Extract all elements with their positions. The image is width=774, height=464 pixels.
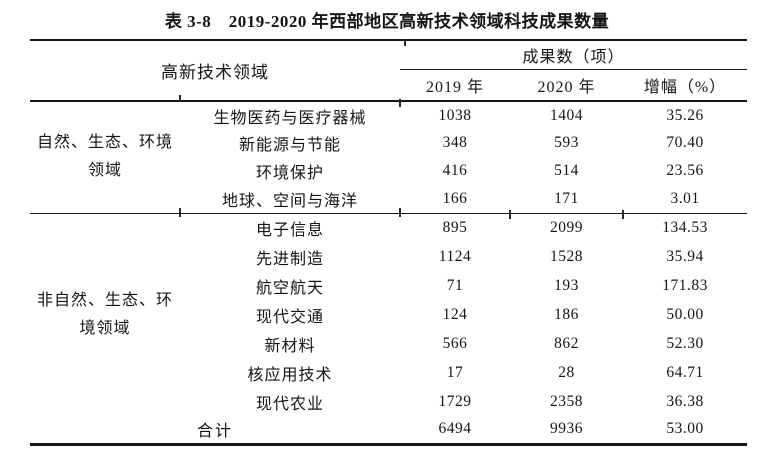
value-2019: 895 bbox=[400, 212, 510, 242]
value-growth: 171.83 bbox=[662, 276, 708, 294]
value-2019: 416 bbox=[442, 162, 468, 179]
value-2020: 186 bbox=[554, 305, 579, 323]
field-name: 航空航天 bbox=[255, 279, 324, 297]
rule-junction-tick bbox=[509, 210, 511, 219]
value-growth: 23.56 bbox=[666, 162, 704, 179]
table-caption: 表 3-8 2019-2020 年西部地区高新技术领域科技成果数量 bbox=[164, 12, 610, 31]
value-growth: 36.38 bbox=[666, 392, 704, 410]
rule-junction-tick bbox=[622, 210, 624, 219]
column-header-2020: 2020 年 bbox=[510, 69, 623, 102]
field-name: 先进制造 bbox=[255, 250, 324, 268]
value-2020: 171 bbox=[554, 189, 579, 207]
column-header-field: 高新技术领域 bbox=[30, 40, 400, 102]
header-row-2: 2019 年 2020 年 增幅（%） bbox=[30, 69, 748, 102]
table-row: 现代农业 1729 2358 36.38 bbox=[30, 387, 747, 416]
table-row: 航空航天 71 193 171.83 bbox=[30, 271, 747, 300]
column-header-growth: 增幅（%） bbox=[623, 69, 748, 102]
rule-junction-tick bbox=[399, 208, 401, 217]
value-growth: 70.40 bbox=[666, 134, 704, 151]
value-growth: 35.26 bbox=[666, 106, 704, 124]
value-2019: 124 bbox=[442, 305, 468, 323]
field-name: 现代交通 bbox=[255, 308, 324, 326]
value-2019: 17 bbox=[446, 363, 464, 381]
field-name: 环境保护 bbox=[255, 165, 324, 182]
table-row: 新能源与节能 348 593 70.40 bbox=[30, 129, 747, 157]
total-2019: 6494 bbox=[438, 420, 472, 438]
field-name: 新材料 bbox=[264, 337, 316, 355]
field-name: 生物医药与医疗器械 bbox=[213, 109, 367, 127]
value-2019: 1729 bbox=[438, 392, 472, 410]
value-2020: 593 bbox=[554, 134, 579, 151]
total-growth: 53.00 bbox=[666, 420, 704, 438]
field-name: 核应用技术 bbox=[247, 366, 333, 384]
value-2020: 862 bbox=[554, 334, 579, 352]
value-2019: 166 bbox=[442, 189, 468, 207]
group-label-natural: 自然、生态、环境 领域 bbox=[36, 134, 173, 180]
value-growth: 50.00 bbox=[666, 305, 704, 323]
rule-junction-tick bbox=[179, 208, 181, 217]
value-growth: 64.71 bbox=[666, 363, 704, 381]
rule-junction-tick bbox=[179, 95, 181, 102]
table-row: 核应用技术 17 28 64.71 bbox=[30, 358, 747, 387]
field-name: 新能源与节能 bbox=[238, 137, 341, 154]
table-row: 自然、生态、环境 领域 生物医药与医疗器械 1038 1404 35.26 bbox=[30, 101, 747, 180]
value-growth: 35.94 bbox=[666, 247, 704, 265]
header-row-1: 高新技术领域 成果数（项） bbox=[30, 40, 748, 102]
group-label-non-natural: 非自然、生态、环 境领域 bbox=[30, 212, 180, 416]
total-2020: 9936 bbox=[550, 420, 583, 438]
value-growth: 134.53 bbox=[623, 212, 748, 242]
table-body: 自然、生态、环境 领域 生物医药与医疗器械 1038 1404 35.26 新能… bbox=[30, 101, 748, 444]
column-header-results: 成果数（项） bbox=[400, 40, 748, 70]
table-row: 环境保护 416 514 23.56 bbox=[30, 157, 747, 185]
value-2019: 71 bbox=[446, 276, 464, 294]
value-2020: 1404 bbox=[550, 106, 583, 124]
table-row: 现代交通 124 186 50.00 bbox=[30, 300, 747, 329]
value-2020: 28 bbox=[558, 363, 575, 381]
value-2019: 1124 bbox=[438, 247, 472, 265]
rule-junction-tick bbox=[399, 99, 401, 107]
rule-junction-tick bbox=[404, 39, 406, 46]
field-name: 电子信息 bbox=[180, 212, 400, 242]
statistics-table: 高新技术领域 成果数（项） 2019 年 2020 年 增幅（%） 自然、生态、… bbox=[30, 39, 748, 446]
value-2020: 514 bbox=[554, 162, 579, 179]
value-growth: 52.30 bbox=[666, 334, 704, 352]
table-row: 先进制造 1124 1528 35.94 bbox=[30, 242, 747, 271]
value-2020: 2099 bbox=[510, 212, 623, 242]
value-2019: 348 bbox=[442, 134, 468, 151]
value-growth: 3.01 bbox=[670, 189, 700, 207]
value-2019: 1038 bbox=[438, 106, 472, 124]
total-row: 合计 6494 9936 53.00 bbox=[30, 416, 747, 444]
table-header: 高新技术领域 成果数（项） 2019 年 2020 年 增幅（%） bbox=[30, 40, 748, 102]
column-header-2019: 2019 年 bbox=[400, 69, 510, 102]
value-2019: 566 bbox=[442, 334, 468, 352]
table-row: 新材料 566 862 52.30 bbox=[30, 329, 747, 358]
table-row: 地球、空间与海洋 166 171 3.01 bbox=[30, 185, 747, 213]
value-2020: 1528 bbox=[550, 247, 583, 265]
field-name: 地球、空间与海洋 bbox=[221, 192, 358, 210]
value-2020: 193 bbox=[554, 276, 579, 294]
value-2020: 2358 bbox=[550, 392, 583, 410]
table-row: 非自然、生态、环 境领域 电子信息 895 2099 134.53 bbox=[30, 212, 748, 416]
field-name: 现代农业 bbox=[255, 395, 324, 413]
total-label: 合计 bbox=[196, 423, 233, 441]
